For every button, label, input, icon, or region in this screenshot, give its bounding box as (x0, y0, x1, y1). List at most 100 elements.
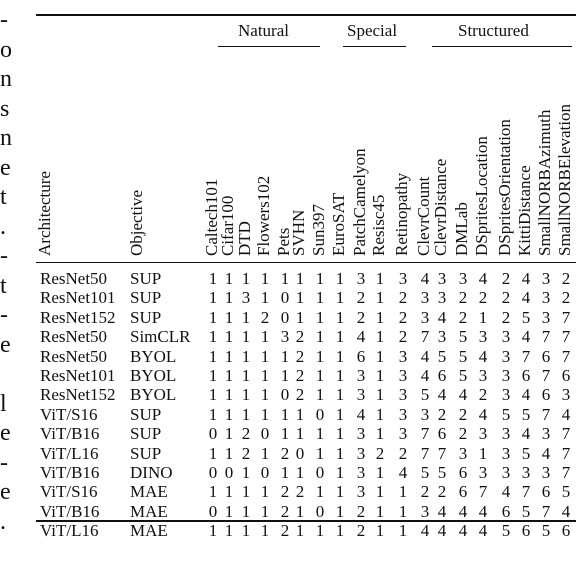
left-edge-fragment: - (0, 7, 8, 33)
value-cell: 3 (398, 346, 408, 366)
value-cell: 3 (501, 443, 511, 463)
value-cell: 3 (356, 385, 366, 405)
objective-cell: SUP (130, 269, 162, 288)
value-cell: 0 (280, 288, 290, 308)
value-cell: 1 (260, 404, 270, 424)
value-cell: 2 (295, 327, 305, 347)
architecture-cell: ResNet50 (40, 346, 108, 366)
group-natural-label: Natural (238, 21, 289, 40)
value-cell: 1 (315, 346, 325, 366)
value-cell: 4 (398, 463, 408, 482)
dataset-smallnorbazimuth-header: SmallNORBAzimuth (535, 16, 556, 256)
value-cell: 1 (241, 269, 251, 288)
value-cell: 6 (356, 346, 366, 366)
value-cell: 3 (478, 327, 488, 347)
value-cell: 2 (241, 424, 251, 444)
value-cell: 4 (521, 288, 531, 308)
value-cell: 1 (280, 424, 290, 444)
value-cell: 5 (541, 521, 551, 541)
value-cell: 6 (458, 463, 468, 482)
value-cell: 1 (335, 307, 345, 327)
objective-cell: BYOL (130, 385, 177, 405)
dataset-retinopathy-header-label: Retinopathy (392, 172, 411, 256)
value-cell: 4 (458, 385, 468, 405)
value-cell: 1 (315, 307, 325, 327)
value-cell: 3 (398, 385, 408, 405)
architecture-cell: ViT/S16 (40, 404, 98, 424)
value-cell: 3 (420, 288, 430, 308)
value-cell: 1 (224, 307, 234, 327)
value-cell: 3 (541, 463, 551, 482)
value-cell: 5 (420, 463, 430, 482)
value-cell: 2 (501, 269, 511, 288)
value-cell: 6 (541, 482, 551, 502)
value-cell: 7 (420, 327, 430, 347)
value-cell: 2 (561, 269, 571, 288)
value-cell: 1 (315, 269, 325, 288)
value-cell: 1 (260, 443, 270, 463)
architecture-cell: ResNet50 (40, 327, 108, 347)
value-cell: 3 (420, 307, 430, 327)
value-cell: 3 (356, 463, 366, 482)
architecture-header-label: Architecture (35, 171, 54, 256)
value-cell: 5 (458, 327, 468, 347)
value-cell: 7 (521, 346, 531, 366)
value-cell: 1 (315, 366, 325, 385)
value-cell: 4 (420, 366, 430, 385)
value-cell: 6 (437, 366, 447, 385)
value-cell: 1 (315, 327, 325, 347)
value-cell: 0 (315, 463, 325, 482)
value-cell: 1 (375, 366, 385, 385)
value-cell: 1 (315, 521, 325, 541)
value-cell: 4 (478, 269, 488, 288)
value-cell: 2 (375, 443, 385, 463)
value-cell: 1 (280, 269, 290, 288)
value-cell: 4 (356, 327, 366, 347)
value-cell: 1 (260, 385, 270, 405)
objective-cell: MAE (130, 501, 168, 521)
architecture-cell: ViT/L16 (40, 521, 99, 541)
value-cell: 1 (208, 366, 218, 385)
architecture-cell: ResNet152 (40, 307, 116, 327)
value-cell: 1 (241, 521, 251, 541)
value-cell: 5 (458, 366, 468, 385)
value-cell: 1 (241, 346, 251, 366)
value-cell: 4 (437, 501, 447, 521)
value-cell: 2 (398, 307, 408, 327)
table-row: ViT/L16 MAE 1 1 1 1 2 1 1 1 2 1 1 4 4 4 4 5 6 5 6 (0, 521, 578, 540)
value-cell: 1 (208, 443, 218, 463)
value-cell: 1 (295, 269, 305, 288)
value-cell: 0 (260, 463, 270, 482)
value-cell: 3 (437, 327, 447, 347)
value-cell: 3 (398, 424, 408, 444)
value-cell: 1 (280, 404, 290, 424)
value-cell: 0 (208, 424, 218, 444)
value-cell: 2 (501, 288, 511, 308)
objective-cell: SUP (130, 424, 162, 444)
value-cell: 1 (335, 482, 345, 502)
left-edge-fragment: n (0, 125, 12, 151)
table-row: ViT/B16 SUP 0 1 2 0 1 1 1 1 3 1 3 7 6 2 3 3 4 3 7 (0, 424, 578, 443)
objective-header-label: Objective (127, 189, 146, 256)
value-cell: 7 (541, 327, 551, 347)
value-cell: 1 (208, 404, 218, 424)
value-cell: 1 (208, 307, 218, 327)
value-cell: 5 (420, 385, 430, 405)
value-cell: 3 (280, 327, 290, 347)
value-cell: 1 (208, 482, 218, 502)
left-edge-fragment: n (0, 66, 12, 92)
value-cell: 1 (260, 269, 270, 288)
architecture-cell: ViT/S16 (40, 482, 98, 502)
table-row: ViT/B16 MAE 0 1 1 1 2 1 0 1 2 1 1 3 4 4 4 6 5 7 4 (0, 502, 578, 521)
architecture-header: Architecture (35, 16, 56, 256)
value-cell: 1 (260, 501, 270, 521)
architecture-cell: ResNet50 (40, 269, 108, 288)
value-cell: 5 (501, 521, 511, 541)
value-cell: 3 (398, 404, 408, 424)
dataset-dmlab-header-label: DMLab (452, 202, 471, 256)
value-cell: 2 (280, 501, 290, 521)
value-cell: 3 (356, 443, 366, 463)
value-cell: 1 (241, 366, 251, 385)
value-cell: 1 (335, 366, 345, 385)
dataset-patchcamelyon-header: PatchCamelyon (350, 16, 371, 256)
